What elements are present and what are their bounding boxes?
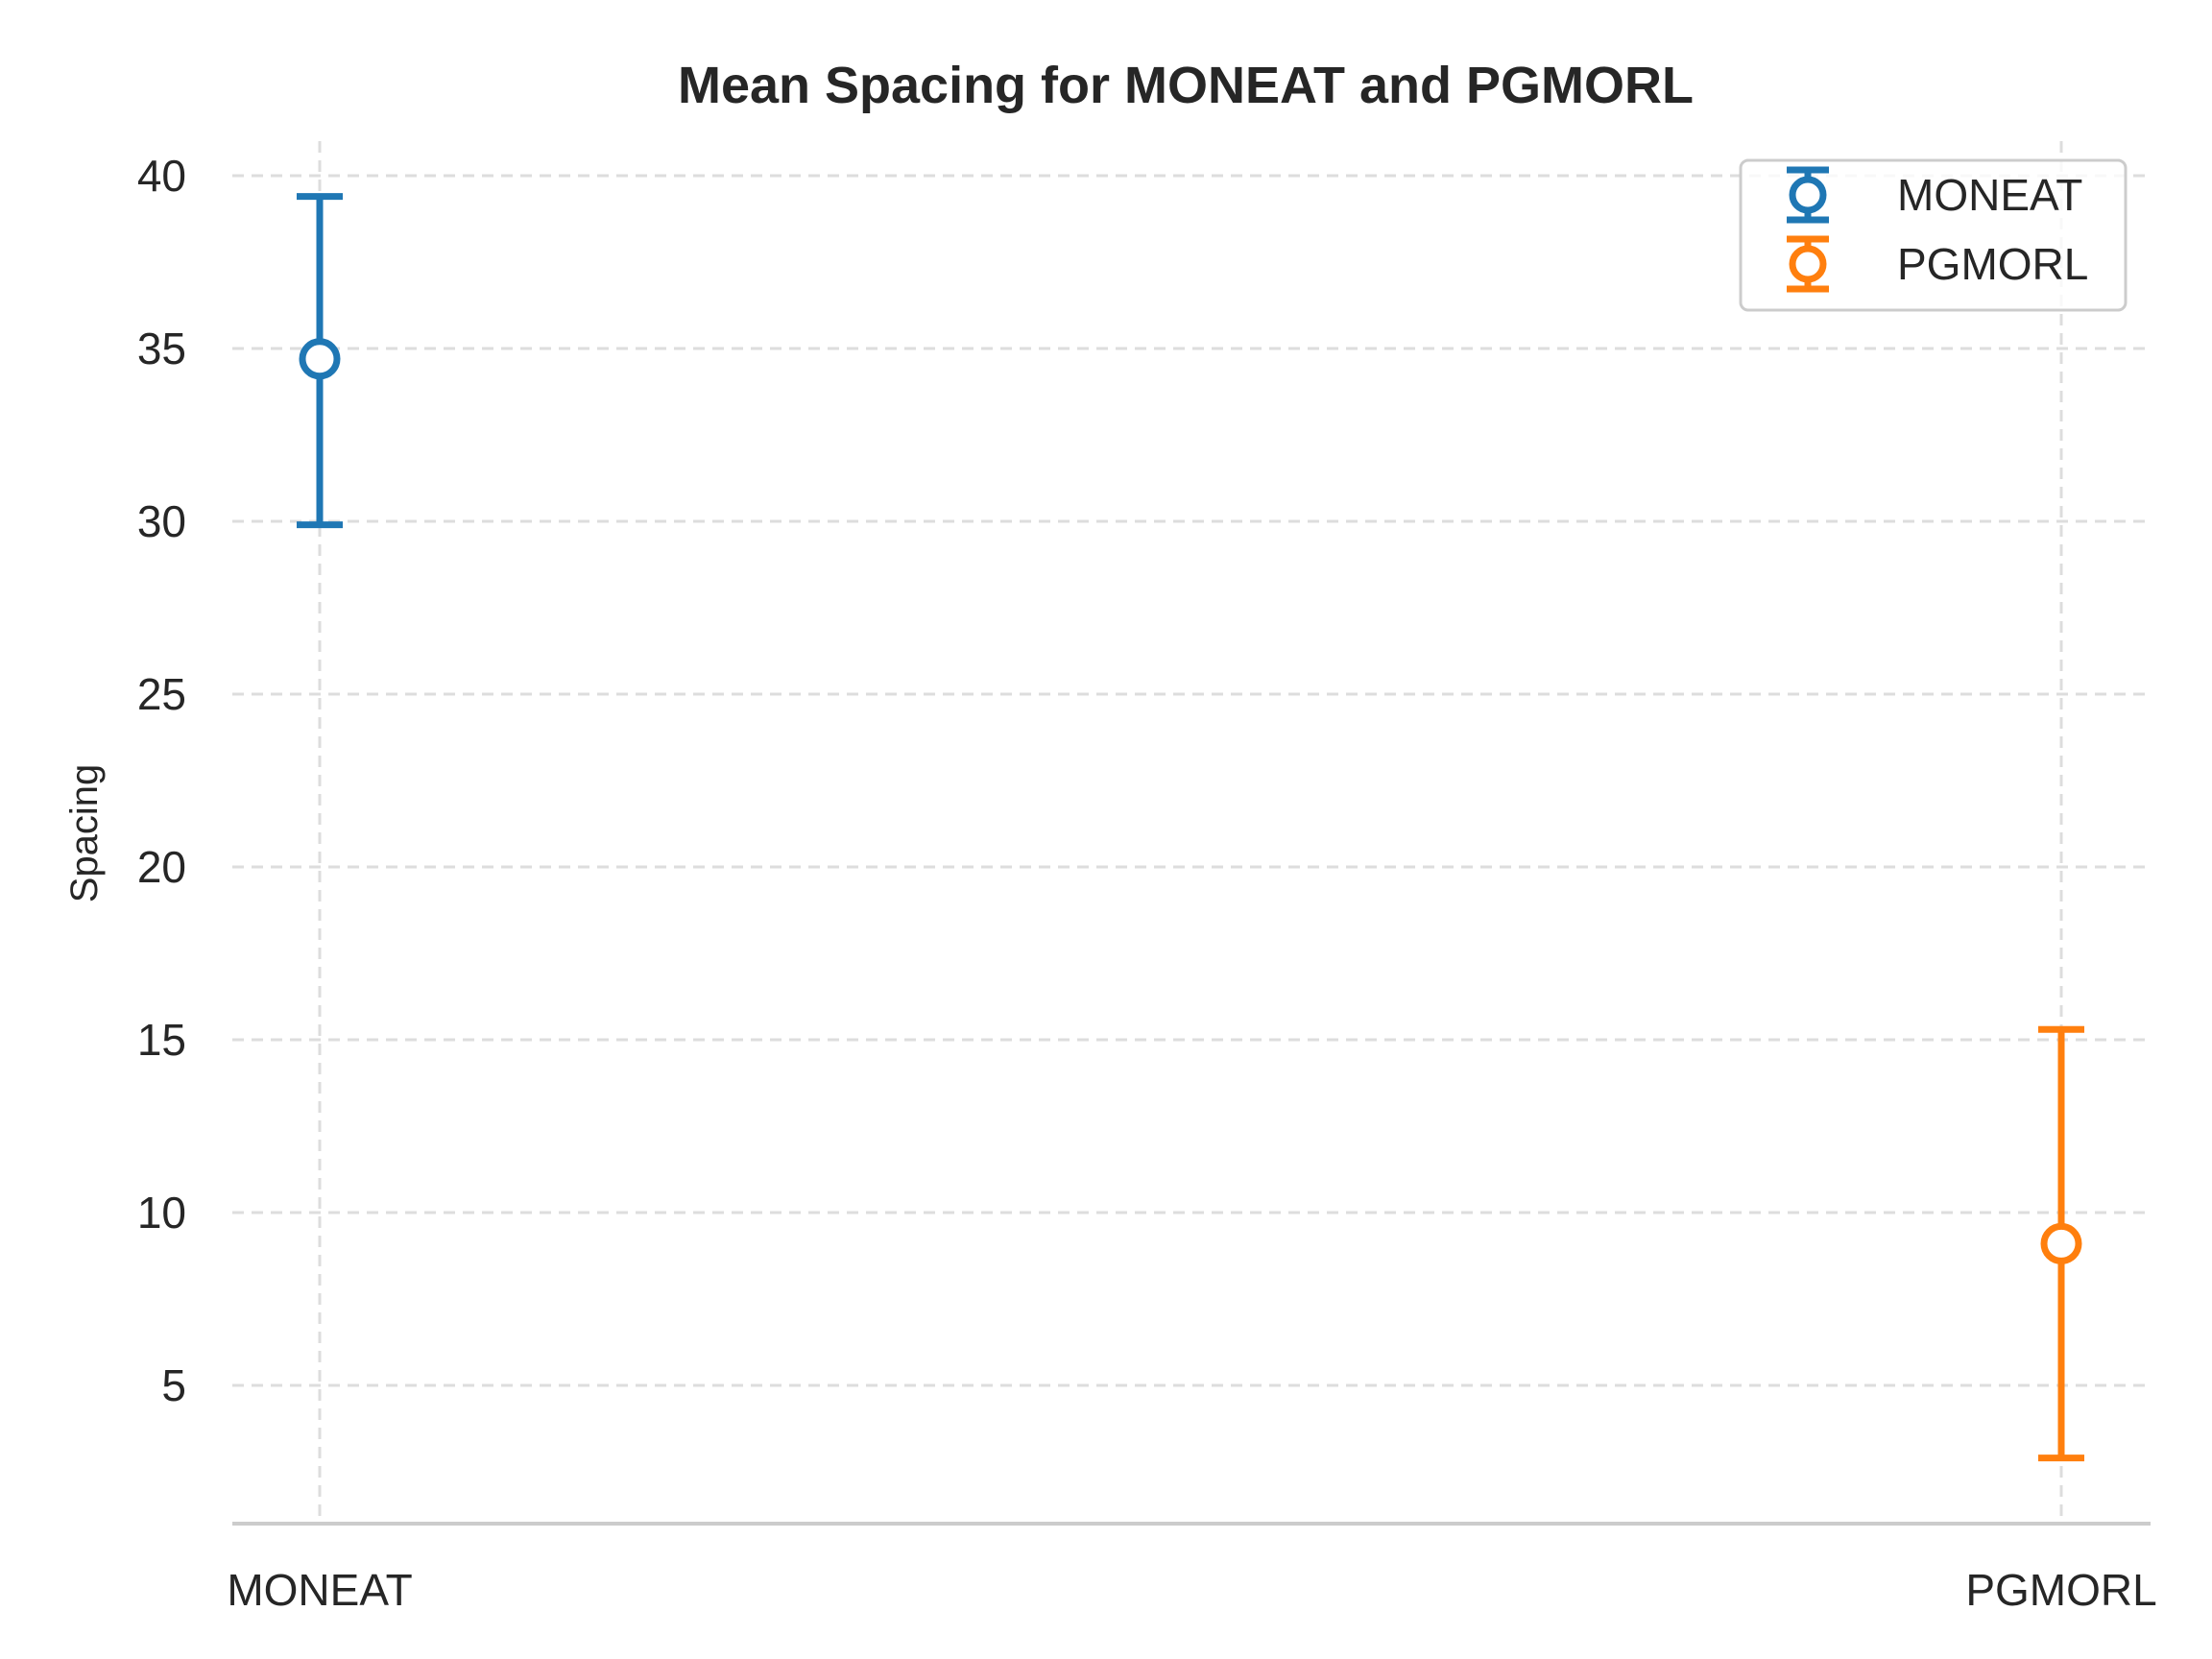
y-tick-label: 10 (137, 1188, 186, 1238)
x-tick-label: MONEAT (227, 1565, 412, 1615)
series-layer (297, 193, 2084, 1462)
mean-marker (299, 338, 341, 380)
y-axis-label: Spacing (63, 764, 106, 903)
y-tick-label: 15 (137, 1015, 186, 1065)
y-tick-label: 25 (137, 669, 186, 719)
legend-label: MONEAT (1897, 170, 2082, 220)
mean-marker (2040, 1222, 2082, 1264)
chart-title: Mean Spacing for MONEAT and PGMORL (678, 57, 1694, 114)
legend: MONEAT PGMORL (1739, 158, 2128, 312)
y-tick-label: 5 (161, 1360, 186, 1410)
y-tick-label: 30 (137, 496, 186, 546)
legend-marker-icon (1789, 176, 1827, 214)
y-tick-label: 20 (137, 842, 186, 892)
y-tick-label: 40 (137, 151, 186, 201)
legend-marker-icon (1789, 245, 1827, 283)
y-tick-labels: 5 10 15 20 25 30 35 40 (137, 151, 186, 1410)
x-tick-labels: MONEAT PGMORL (227, 1565, 2156, 1615)
legend-items: MONEAT PGMORL (1787, 166, 2088, 293)
legend-item-moneat: MONEAT (1787, 166, 2082, 224)
legend-item-pgmorl: PGMORL (1787, 235, 2088, 293)
grid-layer (232, 141, 2151, 1524)
series-moneat (297, 193, 343, 529)
legend-frame (1739, 158, 2128, 312)
x-tick-label: PGMORL (1965, 1565, 2156, 1615)
y-tick-label: 35 (137, 324, 186, 373)
legend-label: PGMORL (1897, 239, 2088, 289)
series-pgmorl (2038, 1025, 2084, 1462)
